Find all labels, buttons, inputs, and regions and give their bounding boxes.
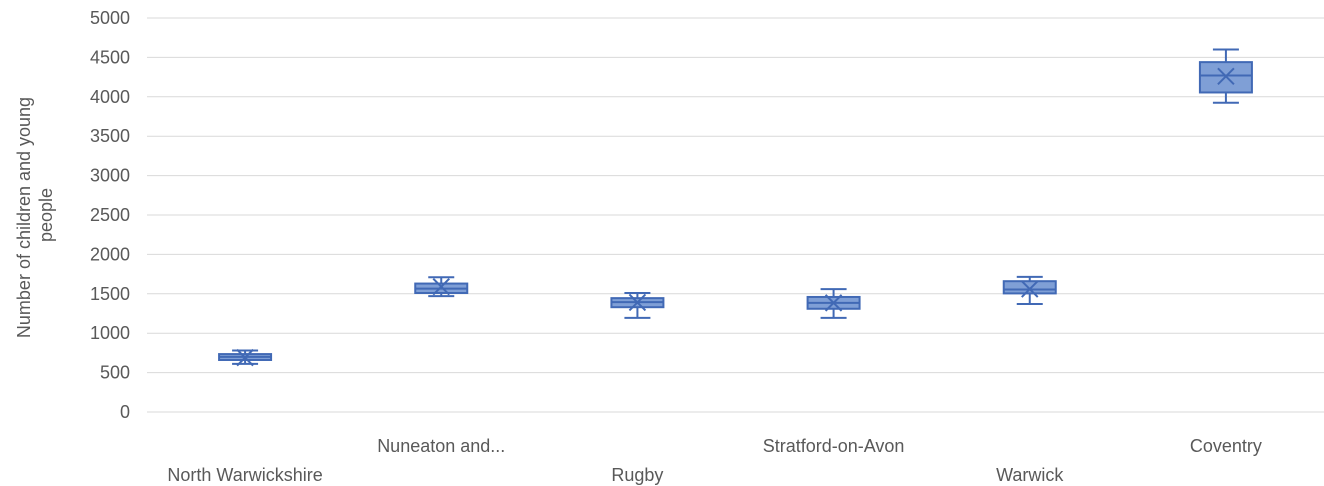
grid-layer	[147, 17, 1324, 413]
x-tick-label: Nuneaton and...	[377, 436, 505, 456]
x-tick-label: Warwick	[996, 465, 1064, 485]
y-tick-label: 0	[120, 402, 130, 422]
x-tick-label: North Warwickshire	[167, 465, 322, 485]
box-plot-item	[1198, 48, 1253, 104]
x-tick-label: Stratford-on-Avon	[763, 436, 905, 456]
x-axis-tick-labels: North Warwickshire Nuneaton and... Rugby St…	[167, 436, 1262, 485]
y-tick-label: 2000	[90, 244, 130, 264]
y-tick-label: 4000	[90, 87, 130, 107]
mean-marker-stroke-b	[628, 293, 647, 312]
mean-marker-stroke-b	[236, 348, 254, 367]
mean-marker-stroke-b	[824, 294, 843, 312]
y-axis-title-line-1: Number of children and young	[14, 97, 34, 338]
box-series	[218, 48, 1253, 367]
box-plot-item	[1002, 275, 1057, 306]
y-tick-label: 4500	[90, 47, 130, 67]
box-plot-item	[610, 292, 665, 319]
x-tick-label: Coventry	[1190, 436, 1262, 456]
y-tick-label: 1500	[90, 284, 130, 304]
y-tick-label: 500	[100, 363, 130, 383]
interquartile-box	[1002, 280, 1057, 295]
y-tick-label: 5000	[90, 8, 130, 28]
y-tick-label: 3500	[90, 126, 130, 146]
mean-marker-stroke-b	[1217, 67, 1235, 86]
y-tick-label: 2500	[90, 205, 130, 225]
y-axis-title: Number of children and young people	[14, 92, 56, 338]
box-plot-item	[414, 276, 469, 298]
mean-marker-stroke-b	[1021, 280, 1039, 298]
y-tick-label: 1000	[90, 323, 130, 343]
y-axis-tick-labels: 0 500 1000 1500 2000 2500 3000 3500 4000 4500 5000	[90, 8, 130, 422]
x-tick-label: Rugby	[611, 465, 663, 485]
box-plot-item	[218, 348, 273, 367]
box-plot-item	[806, 288, 861, 319]
mean-marker-stroke-b	[432, 278, 450, 296]
y-tick-label: 3000	[90, 166, 130, 186]
y-axis-title-line-2: people	[36, 188, 56, 242]
